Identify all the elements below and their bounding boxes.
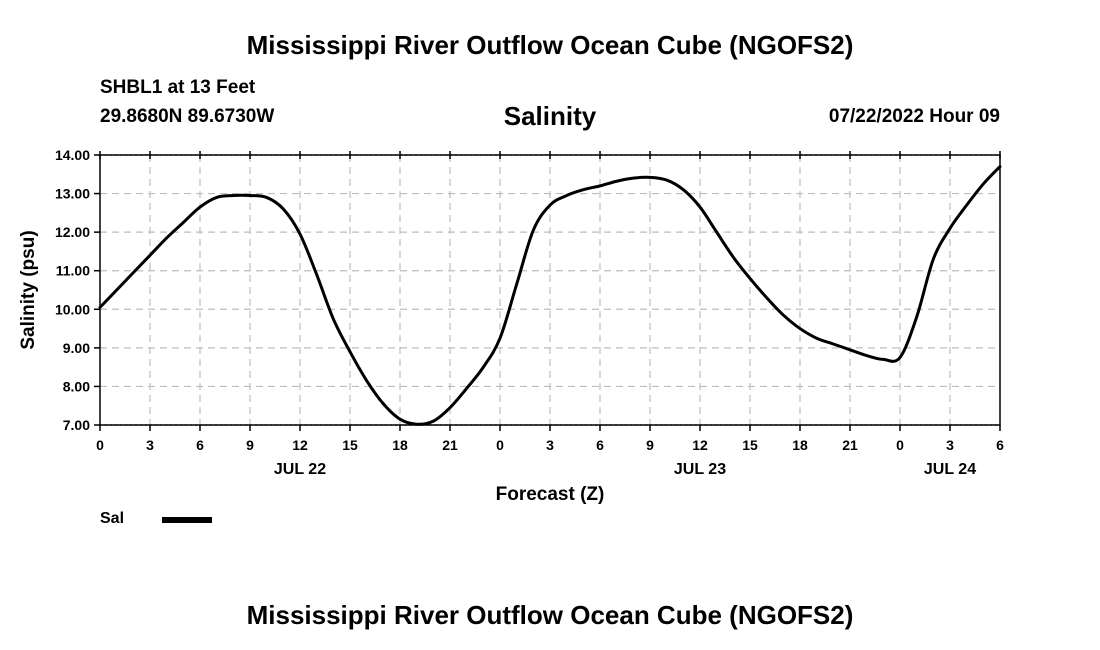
- x-tick-label: 15: [742, 437, 758, 453]
- y-tick-label: 14.00: [55, 147, 90, 163]
- x-tick-label: 0: [96, 437, 104, 453]
- y-tick-label: 8.00: [63, 378, 90, 394]
- y-tick-label: 9.00: [63, 340, 90, 356]
- x-tick-label: 6: [596, 437, 604, 453]
- x-tick-label: 21: [442, 437, 458, 453]
- x-tick-label: 15: [342, 437, 358, 453]
- station-label: SHBL1 at 13 Feet: [100, 77, 256, 98]
- y-tick-label: 11.00: [56, 263, 90, 279]
- footer-title: Mississippi River Outflow Ocean Cube (NG…: [246, 600, 854, 630]
- x-tick-label: 18: [792, 437, 808, 453]
- y-tick-labels: 7.00 8.00 9.00 10.00 11.00 12.00 13.00 14.00: [55, 147, 90, 433]
- x-tick-label: 3: [146, 437, 154, 453]
- x-tick-label: 9: [246, 437, 254, 453]
- x-tick-label: 0: [496, 437, 504, 453]
- date-labels: JUL 22 JUL 23 JUL 24: [274, 461, 976, 478]
- x-tick-label: 6: [196, 437, 204, 453]
- date-label: JUL 24: [924, 461, 976, 478]
- page-title: Mississippi River Outflow Ocean Cube (NG…: [246, 30, 854, 60]
- x-tick-label: 9: [646, 437, 654, 453]
- forecast-timestamp: 07/22/2022 Hour 09: [828, 106, 1000, 127]
- x-tick-label: 3: [946, 437, 954, 453]
- x-tick-label: 18: [392, 437, 408, 453]
- x-tick-label: 12: [692, 437, 708, 453]
- x-tick-label: 12: [292, 437, 308, 453]
- x-tick-labels: 0 3 6 9 12 15 18 21 0 3 6 9 12 15 18 21 0 3 6: [96, 437, 1004, 453]
- y-tick-label: 7.00: [63, 417, 90, 433]
- axis-ticks: [94, 151, 1001, 431]
- x-tick-label: 0: [896, 437, 904, 453]
- y-axis-label: Salinity (psu): [18, 230, 39, 349]
- y-tick-label: 12.00: [55, 224, 90, 240]
- x-axis-label: Forecast (Z): [496, 484, 605, 505]
- x-tick-label: 6: [996, 437, 1004, 453]
- y-tick-label: 13.00: [55, 186, 90, 202]
- date-label: JUL 23: [674, 461, 726, 478]
- x-tick-label: 21: [842, 437, 858, 453]
- legend-label: Sal: [100, 510, 125, 527]
- salinity-series-line: [98, 165, 1002, 426]
- chart-title: Salinity: [503, 101, 597, 131]
- legend-swatch: [162, 517, 212, 523]
- date-label: JUL 22: [274, 461, 326, 478]
- coordinates-label: 29.8680N 89.6730W: [100, 106, 275, 127]
- y-tick-label: 10.00: [55, 301, 90, 317]
- x-tick-label: 3: [546, 437, 554, 453]
